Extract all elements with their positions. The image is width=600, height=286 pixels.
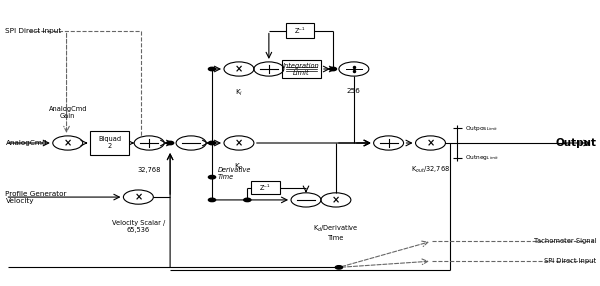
Text: ×: ×	[332, 195, 340, 205]
Circle shape	[329, 67, 337, 71]
Circle shape	[208, 198, 215, 202]
Circle shape	[167, 141, 173, 145]
Text: ×: ×	[235, 138, 243, 148]
FancyBboxPatch shape	[282, 60, 321, 78]
Text: Biquad
2: Biquad 2	[98, 136, 122, 150]
Text: 256: 256	[347, 88, 361, 94]
Text: Z⁻¹: Z⁻¹	[295, 27, 305, 33]
Text: K$_d$/Derivative
Time: K$_d$/Derivative Time	[313, 224, 359, 241]
Text: ×: ×	[64, 138, 72, 148]
Text: K$_{out}$/32,768: K$_{out}$/32,768	[411, 164, 450, 174]
Text: ×: ×	[134, 192, 142, 202]
Text: Derivative
Time: Derivative Time	[218, 167, 251, 180]
FancyBboxPatch shape	[91, 131, 130, 155]
Text: K$_i$: K$_i$	[235, 88, 243, 98]
Circle shape	[244, 198, 251, 202]
Text: AnalogCmd
Gain: AnalogCmd Gain	[49, 106, 87, 119]
Text: SPI Direct Input: SPI Direct Input	[544, 258, 596, 264]
Text: Integration
Limit: Integration Limit	[283, 62, 320, 76]
Text: AnalogCmd: AnalogCmd	[5, 140, 47, 146]
Text: Outpos$_{Limit}$: Outpos$_{Limit}$	[464, 124, 498, 133]
Text: ×: ×	[235, 64, 243, 74]
FancyBboxPatch shape	[286, 23, 314, 38]
Text: Output: Output	[556, 138, 596, 148]
Text: Z⁻¹: Z⁻¹	[260, 185, 271, 191]
Circle shape	[208, 67, 215, 71]
Text: Outneg$_{Limit}$: Outneg$_{Limit}$	[464, 153, 499, 162]
Text: Tachometer Signal: Tachometer Signal	[533, 238, 596, 244]
Text: 32,768: 32,768	[137, 167, 161, 173]
Circle shape	[335, 266, 343, 269]
Text: SPI Direct Input: SPI Direct Input	[5, 27, 62, 33]
FancyBboxPatch shape	[251, 181, 280, 194]
Text: ×: ×	[427, 138, 434, 148]
Text: Velocity Scalar /
65,536: Velocity Scalar / 65,536	[112, 220, 165, 233]
Circle shape	[208, 175, 215, 179]
Text: K$_p$: K$_p$	[234, 162, 244, 173]
Text: Profile Generator
Velocity: Profile Generator Velocity	[5, 190, 67, 204]
Circle shape	[208, 141, 215, 145]
